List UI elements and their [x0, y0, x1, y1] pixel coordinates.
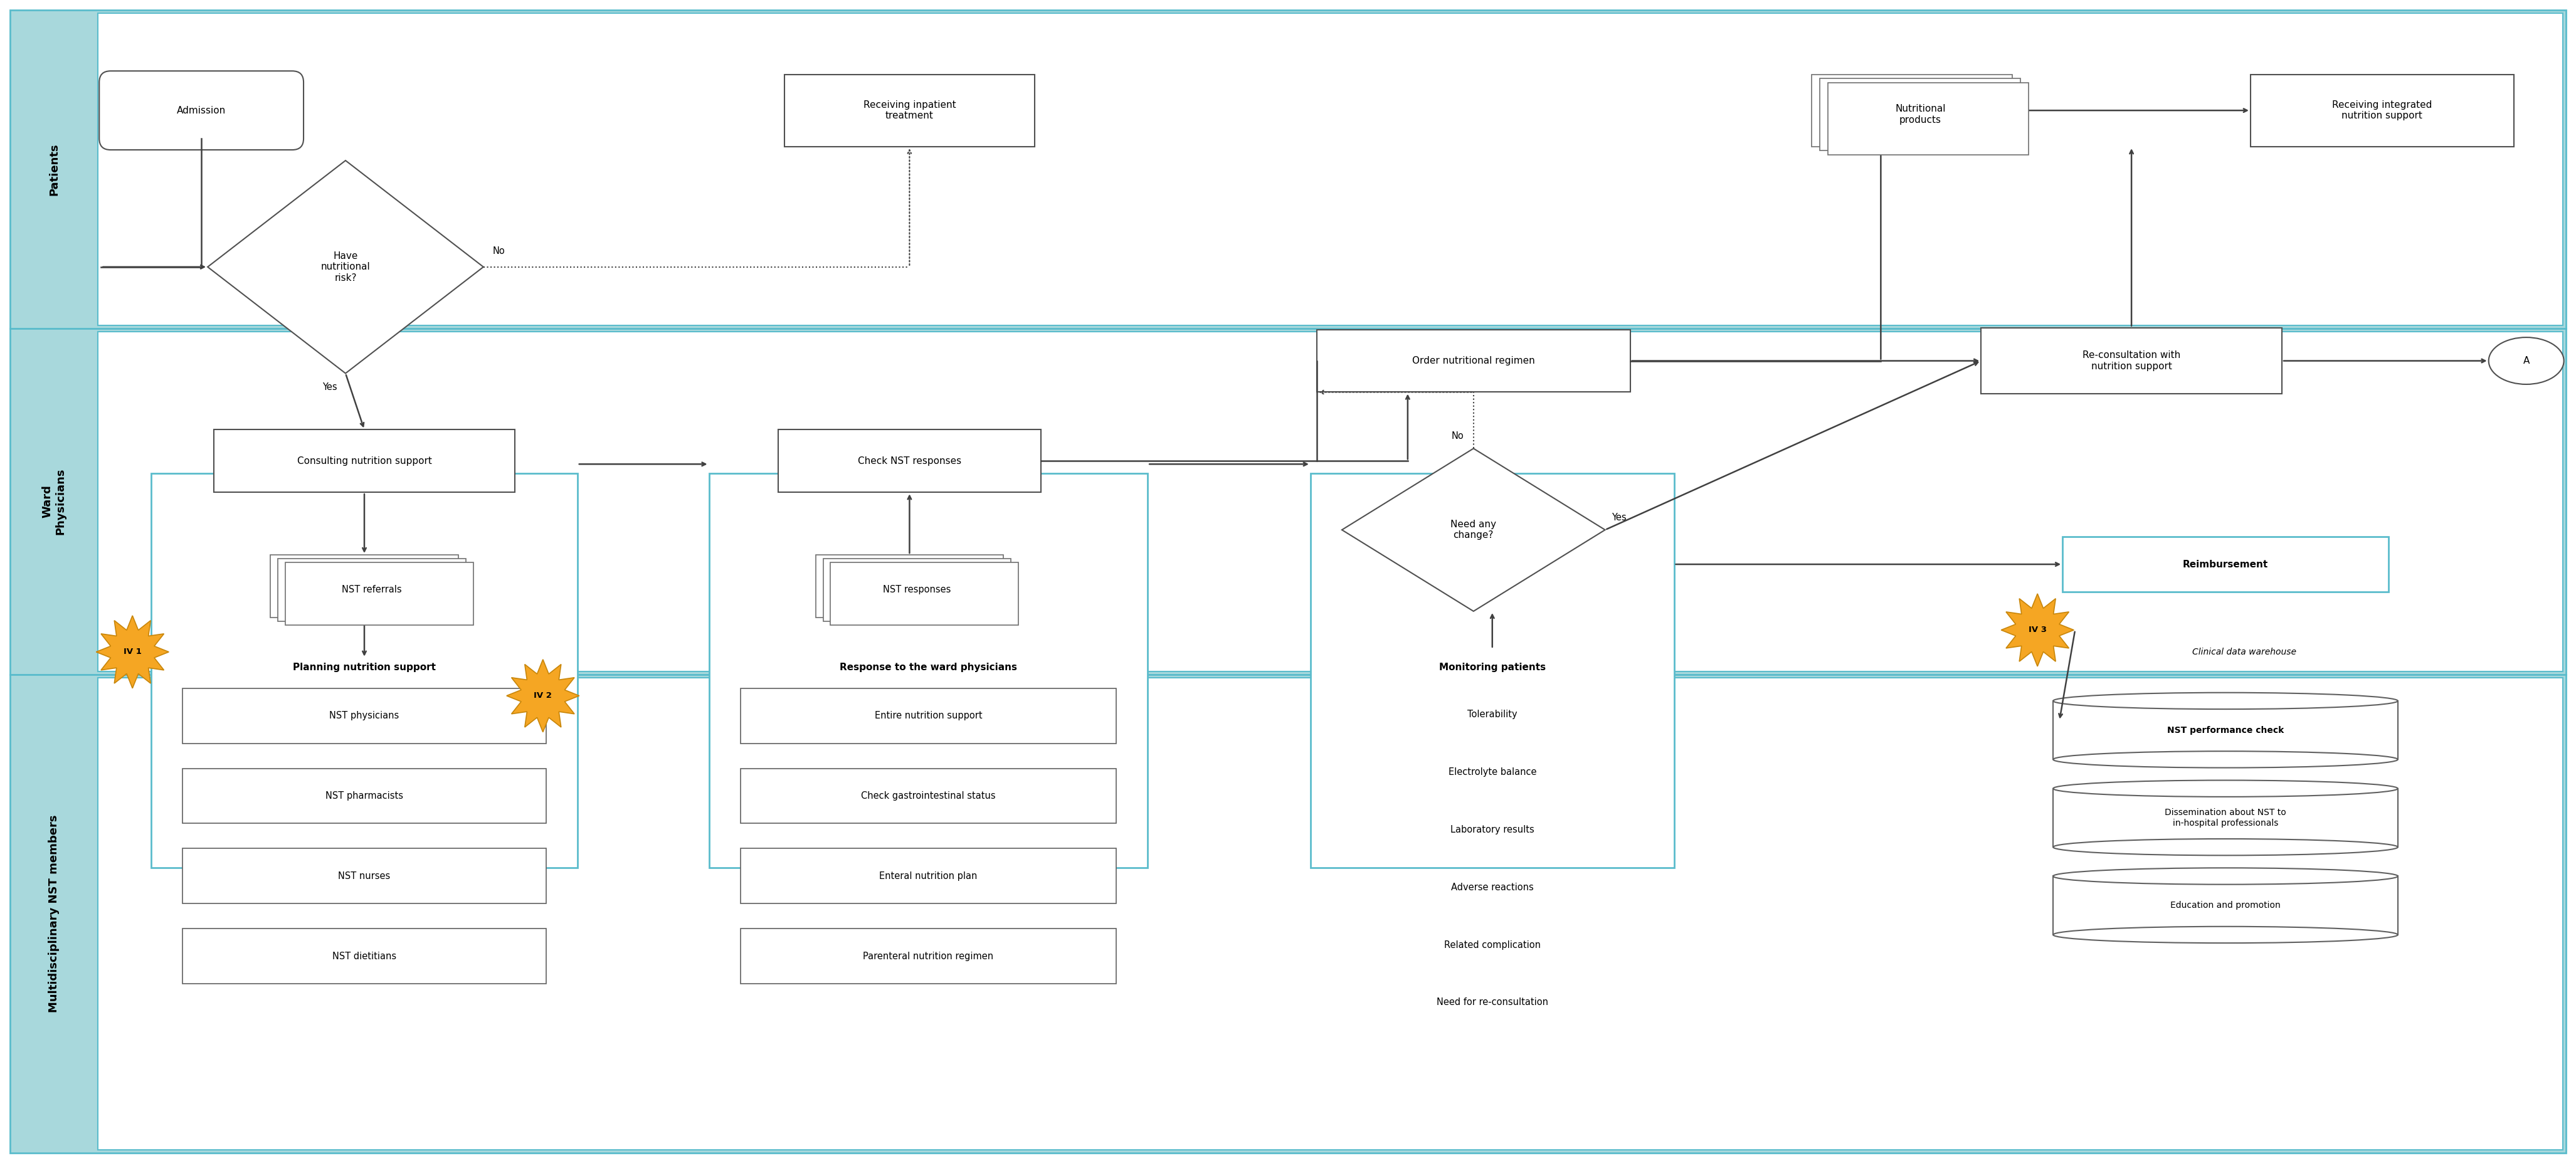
Text: NST performance check: NST performance check — [2166, 726, 2285, 735]
FancyBboxPatch shape — [1981, 328, 2282, 394]
Polygon shape — [2002, 593, 2074, 666]
FancyBboxPatch shape — [214, 429, 515, 492]
FancyBboxPatch shape — [2251, 74, 2514, 147]
Text: Nutritional
products: Nutritional products — [1896, 105, 1945, 124]
Polygon shape — [507, 659, 580, 732]
FancyBboxPatch shape — [98, 14, 2563, 326]
Text: NST dietitians: NST dietitians — [332, 951, 397, 961]
Text: Need any
change?: Need any change? — [1450, 520, 1497, 540]
FancyBboxPatch shape — [1311, 473, 1674, 868]
FancyBboxPatch shape — [817, 555, 1005, 618]
Text: Entire nutrition support: Entire nutrition support — [873, 711, 981, 721]
FancyBboxPatch shape — [822, 558, 1010, 621]
Text: Check gastrointestinal status: Check gastrointestinal status — [860, 791, 994, 800]
Text: Have
nutritional
risk?: Have nutritional risk? — [322, 251, 371, 283]
Polygon shape — [209, 160, 484, 373]
FancyBboxPatch shape — [1829, 83, 2030, 155]
Text: No: No — [1453, 431, 1463, 441]
FancyBboxPatch shape — [739, 928, 1115, 984]
Text: IV 1: IV 1 — [124, 648, 142, 656]
Text: Multidisciplinary NST members: Multidisciplinary NST members — [49, 814, 59, 1013]
Text: Parenteral nutrition regimen: Parenteral nutrition regimen — [863, 951, 994, 961]
Text: IV 3: IV 3 — [2027, 626, 2045, 634]
Text: Education and promotion: Education and promotion — [2172, 901, 2280, 909]
Text: Check NST responses: Check NST responses — [858, 456, 961, 465]
FancyBboxPatch shape — [778, 429, 1041, 492]
Ellipse shape — [2053, 839, 2398, 855]
Text: Planning nutrition support: Planning nutrition support — [294, 663, 435, 672]
FancyBboxPatch shape — [10, 675, 2566, 1153]
Text: Electrolyte balance: Electrolyte balance — [1448, 768, 1535, 777]
Text: NST physicians: NST physicians — [330, 711, 399, 721]
Text: Consulting nutrition support: Consulting nutrition support — [296, 456, 433, 465]
FancyBboxPatch shape — [183, 849, 546, 904]
FancyBboxPatch shape — [100, 71, 304, 150]
FancyBboxPatch shape — [2053, 701, 2398, 759]
Polygon shape — [1342, 449, 1605, 612]
Text: Dissemination about NST to
in-hospital professionals: Dissemination about NST to in-hospital p… — [2164, 808, 2287, 827]
FancyBboxPatch shape — [98, 678, 2563, 1149]
Text: Yes: Yes — [1613, 513, 1625, 522]
Text: Ward
Physicians: Ward Physicians — [41, 468, 67, 535]
FancyBboxPatch shape — [708, 473, 1149, 868]
FancyBboxPatch shape — [1811, 74, 2012, 147]
Ellipse shape — [2053, 927, 2398, 943]
Text: NST responses: NST responses — [884, 585, 951, 594]
Text: Laboratory results: Laboratory results — [1450, 825, 1535, 834]
Ellipse shape — [2053, 693, 2398, 709]
FancyBboxPatch shape — [183, 769, 546, 823]
FancyBboxPatch shape — [152, 473, 577, 868]
Text: A: A — [2522, 356, 2530, 365]
Text: Receiving integrated
nutrition support: Receiving integrated nutrition support — [2331, 100, 2432, 121]
Text: Response to the ward physicians: Response to the ward physicians — [840, 663, 1018, 672]
Text: Order nutritional regimen: Order nutritional regimen — [1412, 356, 1535, 365]
FancyBboxPatch shape — [829, 563, 1018, 625]
FancyBboxPatch shape — [10, 328, 2566, 675]
Ellipse shape — [2053, 868, 2398, 884]
FancyBboxPatch shape — [739, 688, 1115, 743]
FancyBboxPatch shape — [286, 563, 474, 625]
FancyBboxPatch shape — [1821, 78, 2020, 150]
Text: Need for re-consultation: Need for re-consultation — [1437, 998, 1548, 1007]
Text: NST referrals: NST referrals — [343, 585, 402, 594]
Text: IV 2: IV 2 — [533, 692, 551, 700]
Text: Yes: Yes — [322, 383, 337, 392]
Text: NST pharmacists: NST pharmacists — [325, 791, 404, 800]
Text: Reimbursement: Reimbursement — [2182, 559, 2269, 569]
FancyBboxPatch shape — [783, 74, 1036, 147]
Text: Patients: Patients — [49, 143, 59, 195]
Text: Monitoring patients: Monitoring patients — [1440, 663, 1546, 672]
Text: Receiving inpatient
treatment: Receiving inpatient treatment — [863, 100, 956, 121]
FancyBboxPatch shape — [183, 928, 546, 984]
Ellipse shape — [2053, 751, 2398, 768]
FancyBboxPatch shape — [183, 688, 546, 743]
FancyBboxPatch shape — [739, 849, 1115, 904]
Text: Tolerability: Tolerability — [1468, 709, 1517, 719]
Text: Clinical data warehouse: Clinical data warehouse — [2192, 648, 2295, 656]
FancyBboxPatch shape — [2063, 537, 2388, 592]
Text: Re-consultation with
nutrition support: Re-consultation with nutrition support — [2081, 351, 2179, 371]
FancyBboxPatch shape — [739, 769, 1115, 823]
FancyBboxPatch shape — [2053, 876, 2398, 935]
Polygon shape — [95, 615, 170, 688]
Ellipse shape — [2488, 337, 2563, 384]
Text: Related complication: Related complication — [1445, 940, 1540, 950]
FancyBboxPatch shape — [278, 558, 466, 621]
Text: Adverse reactions: Adverse reactions — [1450, 883, 1533, 892]
Text: No: No — [492, 247, 505, 256]
FancyBboxPatch shape — [270, 555, 459, 618]
Text: Admission: Admission — [178, 106, 227, 115]
FancyBboxPatch shape — [10, 10, 2566, 328]
FancyBboxPatch shape — [98, 331, 2563, 671]
FancyBboxPatch shape — [1316, 329, 1631, 392]
Text: Enteral nutrition plan: Enteral nutrition plan — [878, 871, 976, 880]
FancyBboxPatch shape — [2053, 789, 2398, 847]
Text: NST nurses: NST nurses — [337, 871, 392, 880]
Ellipse shape — [2053, 780, 2398, 797]
